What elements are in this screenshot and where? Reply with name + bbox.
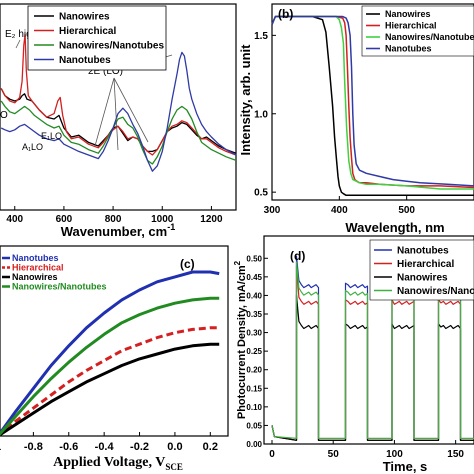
panel-d-photocurrent: 0 50 100 150 0.00 0.05 0.10 0.15 0.20 0.25 0.30 0.3…	[233, 235, 474, 474]
panel-b-y-axis-label: Intensity, arb. unit	[238, 44, 253, 156]
panel-c-label: (c)	[180, 257, 195, 271]
panel-a-annotation-left-o: O	[0, 110, 8, 121]
panel-d-legend-label-nanotubes: Nanotubes	[397, 246, 449, 257]
panel-a-legend-label-hierarchical: Hierarchical	[59, 26, 116, 37]
panel-b-absorbance: 300 400 500 0.5 1.0 1.5 Wavelength, nm Intens…	[238, 3, 474, 235]
panel-c-legend-label-nanowires: Nanowires	[12, 272, 58, 282]
panel-a-annotation-e2-high: E₂ high	[5, 29, 37, 40]
panel-d-legend-label-hierarchical: Hierarchical	[397, 259, 454, 270]
panel-a-frame	[0, 3, 237, 211]
panel-d-legend: Nanotubes Hierarchical Nanowires Nanowires/…	[369, 239, 474, 301]
panel-a-x-tick-label: 600	[56, 214, 73, 225]
panel-b-x-axis-label: Wavelength, nm	[345, 220, 444, 235]
panel-b-legend-entries: Nanowires HierarchicalNanowires/Nanotubes…	[366, 9, 474, 54]
panel-b-legend-label-nanotubes: Nanotubes	[385, 44, 432, 54]
panel-a-annotation-2e-lo: 2E (LO)	[88, 66, 123, 77]
panel-a-x-tick-label: 1000	[151, 214, 174, 225]
panel-c-x-tick-label: -0.6	[59, 441, 78, 453]
panel-c-x-tick-label: 1	[0, 441, 1, 453]
panel-d-y-tick-label: 0.30	[246, 329, 262, 338]
panel-b-legend: Nanowires HierarchicalNanowires/Nanotubes…	[361, 5, 474, 57]
panel-b-frame	[271, 3, 474, 201]
panel-a-x-tick-label: 400	[6, 214, 23, 225]
panel-c-x-axis-label: Applied Voltage, VSCE	[53, 455, 183, 472]
panel-d-y-tick-label: 0.50	[246, 254, 262, 263]
panel-b-y-tick-label: 1.0	[254, 109, 268, 120]
panel-c-line-nanowires	[0, 342, 220, 437]
panel-d-y-tick-label: 0.45	[246, 273, 262, 282]
panel-d-x-tick-label: 150	[447, 449, 464, 460]
panel-a-raman-spectra: 400 600 800 1000 1200 Wavenumber, cm-1 E₂ hi…	[0, 3, 237, 239]
panel-a-annotation-a1-lo: A₁LO	[22, 142, 43, 152]
panel-a-legend-label-nanotubes: Nanotubes	[59, 55, 111, 66]
panel-c-x-tick-label: -0.8	[24, 441, 43, 453]
panel-d-frame	[263, 235, 474, 445]
panel-c-line-nanotubes	[0, 270, 220, 436]
panel-b-label: (b)	[278, 7, 293, 21]
panel-d-y-tick-label: 0.15	[246, 384, 262, 393]
panel-c-x-tick-label: 0.2	[203, 441, 218, 453]
panel-b-series-group	[271, 15, 474, 197]
panel-a-x-axis-label: Wavenumber, cm-1	[61, 222, 175, 239]
panel-b-y-tick-label: 0.5	[254, 188, 268, 199]
panel-a-legend-entries: Nanowires Hierarchical Nanowires/Nanotubes…	[34, 12, 164, 66]
panel-c-line-hierarchical	[0, 326, 220, 437]
panel-d-y-tick-label: 0.20	[246, 366, 262, 375]
panel-b-y-tick-label: 1.5	[254, 31, 268, 42]
panel-c-line-nanowires-nanotubes	[0, 296, 220, 437]
panel-a-series-group	[0, 33, 237, 172]
panel-d-y-axis-label: Photocurrent Density, mA/cm2	[233, 260, 248, 419]
panel-a-legend-label-nanowires: Nanowires	[59, 12, 110, 23]
panel-d-x-axis-label: Time, s	[383, 459, 428, 474]
panel-c-legend: NanotubesHierarchicalNanowiresNanowires/…	[2, 253, 107, 292]
panel-d-legend-label-nanowires-nanotubes: Nanowires/Nanotubes	[397, 286, 474, 297]
panel-a-line-nanowires-nanotubes	[0, 100, 237, 165]
panel-d-y-tick-label: 0.10	[246, 403, 262, 412]
panel-d-y-tick-label: 0.35	[246, 310, 262, 319]
panel-b-line-nanowires	[271, 15, 474, 197]
panel-b-ticks: 300 400 500 0.5 1.0 1.5	[254, 31, 415, 216]
panel-b-x-tick-label: 400	[331, 205, 348, 216]
panel-d-y-tick-label: 0.05	[246, 421, 262, 430]
panel-a-x-tick-label: 800	[105, 214, 122, 225]
panel-d-x-tick-label: 100	[386, 449, 403, 460]
panel-b-x-tick-label: 500	[398, 205, 415, 216]
panel-c-series-group	[0, 270, 220, 437]
panel-d-y-tick-label: 0.40	[246, 291, 262, 300]
panel-c-legend-label-hierarchical: Hierarchical	[12, 263, 64, 273]
panel-a-annotation-e1-lo: E₁LO	[41, 131, 62, 141]
panel-c-x-tick-label: -0.2	[130, 441, 149, 453]
panel-d-x-tick-label: 50	[328, 449, 340, 460]
panel-b-line-nanowires-nanotubes	[271, 15, 474, 190]
panel-b-legend-label-nanowires: Nanowires	[385, 9, 431, 19]
panel-d-y-tick-label: 0.25	[246, 347, 262, 356]
panel-d-x-tick-label: 0	[269, 449, 275, 460]
panel-c-x-tick-label: -0.4	[95, 441, 115, 453]
panel-d-legend-label-nanowires: Nanowires	[397, 273, 448, 284]
panel-b-line-nanotubes	[271, 15, 474, 187]
panel-b-legend-box	[361, 5, 474, 57]
panel-d-line-nanowires	[271, 294, 474, 441]
panel-b-x-tick-label: 300	[264, 205, 281, 216]
panel-d-y-tick-label: 0.00	[246, 440, 262, 449]
panel-c-x-tick-label: 0.0	[167, 441, 182, 453]
panel-d-ticks: 0 50 100 150 0.00 0.05 0.10 0.15 0.20 0.25 0.30 0.3…	[246, 254, 464, 460]
panel-a-line-nanotubes	[0, 51, 237, 172]
panel-d-label: (d)	[290, 249, 305, 263]
panel-c-legend-label-nanotubes: Nanotubes	[12, 253, 59, 263]
panel-a-legend-label-nanowires-nanotubes: Nanowires/Nanotubes	[59, 41, 164, 52]
panel-c-legend-label-nanowires-nanotubes: Nanowires/Nanotubes	[12, 282, 107, 292]
panel-a-x-tick-label: 1200	[200, 214, 223, 225]
panel-a-legend: Nanowires Hierarchical Nanowires/Nanotubes…	[27, 5, 167, 71]
panel-a-x-ticks: 400 600 800 1000 1200	[6, 206, 223, 225]
panel-d-legend-entries: Nanotubes Hierarchical Nanowires Nanowires/…	[374, 246, 474, 297]
panel-c-frame	[0, 245, 229, 437]
panel-b-legend-label-hierarchical: Hierarchical	[385, 21, 437, 31]
panel-b-legend-label-nanowires-nanotubes: Nanowires/Nanotubes	[385, 32, 474, 42]
panel-c-x-ticks: 1 -0.8 -0.6 -0.4 -0.2 0.0 0.2	[0, 432, 218, 453]
panel-c-linear-sweep: 1 -0.8 -0.6 -0.4 -0.2 0.0 0.2 Applied Voltage,…	[0, 245, 229, 472]
